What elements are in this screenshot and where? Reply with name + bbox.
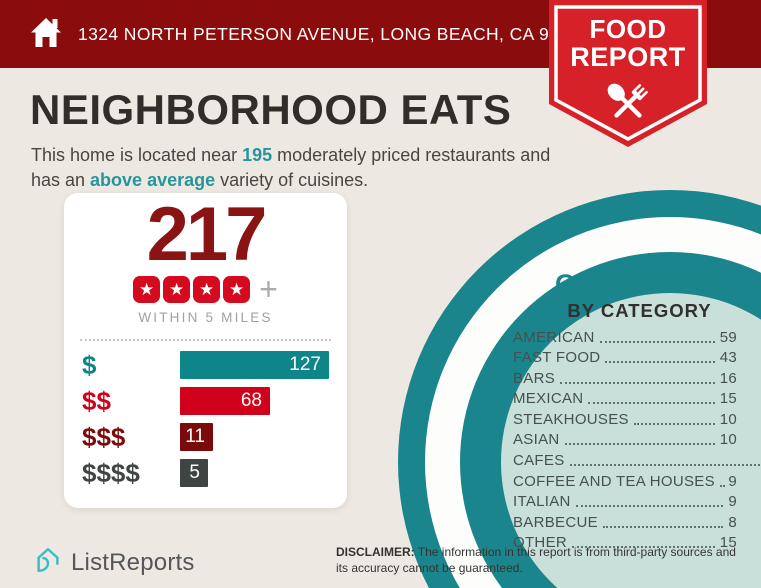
price-tier-label: $$$$ [82, 457, 140, 488]
category-label: MEXICAN [513, 390, 584, 408]
star-icon: ★ [193, 276, 221, 303]
price-tier-bar: 68 [180, 387, 270, 415]
price-tier-bar: 127 [180, 351, 329, 379]
price-tier-label: $$$ [82, 421, 126, 452]
category-value: 9 [728, 493, 737, 511]
brand-name: ListReports [71, 548, 195, 576]
summary-text: This home is located near 195 moderately… [31, 143, 550, 193]
category-row: ITALIAN 9 [513, 493, 737, 511]
bar-row: $$$ 11 [82, 419, 331, 455]
dot-leader [572, 546, 715, 549]
dot-leader [719, 484, 724, 487]
good-eats-subtitle: BY CATEGORY [567, 300, 712, 321]
category-label: STEAKHOUSES [513, 410, 629, 428]
price-tier-label: $ [82, 349, 97, 380]
category-value: 9 [728, 472, 737, 490]
category-value: 8 [728, 513, 737, 531]
category-value: 15 [719, 390, 737, 408]
star-icon: ★ [133, 276, 161, 303]
category-value: 10 [719, 410, 737, 428]
food-report-ribbon: FOOD REPORT [549, 0, 707, 150]
total-restaurants-count: 217 [146, 192, 268, 277]
ribbon-title-line2: REPORT [570, 42, 686, 72]
star-icon: ★ [223, 276, 251, 303]
home-icon [28, 15, 64, 54]
ribbon-title-line1: FOOD [589, 14, 667, 44]
dot-leader [588, 402, 715, 405]
crossed-utensils-icon [600, 76, 656, 137]
dot-leader [605, 361, 715, 364]
restaurant-count: 195 [242, 145, 273, 165]
dot-leader [560, 381, 715, 384]
listreports-house-icon [33, 545, 63, 580]
dot-leader [564, 443, 715, 446]
dot-leader [633, 422, 715, 425]
price-tier-bar-chart: $127 $$ 68 $$$ 11 $$$$ 5 [64, 341, 347, 491]
good-eats-title: GOOD EATS [554, 269, 724, 299]
plus-sign: + [259, 271, 278, 307]
bar-row: $$$$ 5 [82, 455, 331, 491]
category-label: CAFES [513, 452, 565, 470]
category-value: 15 [719, 534, 737, 552]
disclaimer-label: DISCLAIMER: [336, 545, 415, 559]
category-label: FAST FOOD [513, 349, 601, 367]
summary-line2-post: variety of cuisines. [215, 169, 369, 190]
category-row: COFFEE AND TEA HOUSES 9 [513, 473, 737, 490]
radius-label: WITHIN 5 MILES [138, 310, 273, 325]
category-value: 43 [719, 349, 737, 367]
summary-line2-pre: has an [31, 169, 91, 190]
restaurant-stats-card: 217 ★ ★ ★ ★ + WITHIN 5 MILES $127 $$ 68 $$$ 11 $$… [64, 193, 347, 508]
price-tier-bar: 11 [180, 423, 213, 451]
category-row: BARS 16 [513, 370, 737, 387]
category-row: OTHER 15 [513, 534, 737, 552]
category-label: AMERICAN [513, 328, 595, 346]
category-row: CAFES [513, 452, 761, 470]
dot-leader [575, 505, 724, 508]
category-label: COFFEE AND TEA HOUSES [513, 472, 715, 490]
ribbon-shape [549, 0, 707, 147]
category-row: BARBECUE 8 [513, 514, 737, 531]
page-title: NEIGHBORHOOD EATS [30, 86, 512, 133]
price-tier-bar: 5 [180, 459, 208, 487]
category-label: ASIAN [513, 431, 560, 449]
category-list: AMERICAN 59 FAST FOOD 43 BARS 16 MEXICAN 15 STEA… [513, 329, 761, 556]
category-row: ASIAN 10 [513, 431, 737, 449]
category-value: 59 [719, 328, 737, 346]
disclaimer: DISCLAIMER: The information in this repo… [336, 544, 738, 576]
bar-row: $$ 68 [82, 383, 331, 419]
star-rating: ★ ★ ★ ★ + [64, 271, 347, 307]
category-row: AMERICAN 59 [513, 329, 737, 346]
summary-line1-post: moderately priced restaurants and [272, 145, 551, 165]
disclaimer-text: The information in this report is from t… [336, 545, 736, 576]
category-label: ITALIAN [513, 493, 571, 511]
category-row: MEXICAN 15 [513, 390, 737, 408]
price-tier-label: $$ [82, 385, 111, 416]
category-value: 10 [719, 431, 737, 449]
category-value: 16 [719, 369, 737, 387]
category-label: BARBECUE [513, 513, 598, 531]
summary-line1-pre: This home is located near [31, 145, 243, 165]
dot-leader [599, 340, 715, 343]
bar-row: $127 [82, 347, 331, 383]
category-label: OTHER [513, 534, 567, 552]
dot-leader [602, 525, 724, 528]
listreports-logo: ListReports [33, 545, 195, 580]
ribbon-title: FOOD REPORT [549, 15, 707, 71]
property-address: 1324 NORTH PETERSON AVENUE, LONG BEACH, … [78, 23, 590, 44]
star-icon: ★ [163, 276, 191, 303]
variety-highlight: above average [90, 169, 216, 190]
dotted-divider [80, 339, 331, 341]
category-label: BARS [513, 369, 556, 387]
dot-leader [569, 464, 761, 467]
category-row: FAST FOOD 43 [513, 349, 737, 367]
category-row: STEAKHOUSES 10 [513, 411, 737, 428]
